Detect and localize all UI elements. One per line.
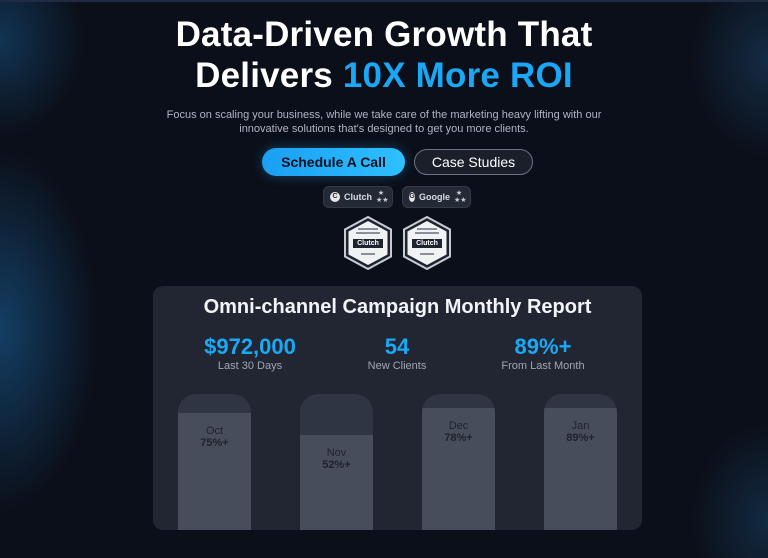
clutch-award-badge: Clutch <box>343 215 393 271</box>
headline-line-1: Data-Driven Growth That <box>175 15 593 54</box>
hero-subtitle: Focus on scaling your business, while we… <box>166 109 602 135</box>
bar-label: Nov 52%+ <box>300 447 373 471</box>
stat-caption: Last 30 Days <box>217 360 283 372</box>
headline-line-2-accent: 10X More ROI <box>342 56 573 95</box>
monthly-report-card: Omni-channel Campaign Monthly Report $97… <box>153 286 642 530</box>
case-studies-button[interactable]: Case Studies <box>414 149 533 175</box>
bar-fill <box>544 408 617 530</box>
bar-fill <box>178 413 251 530</box>
stat-growth: 89%+ From Last Month <box>468 334 618 373</box>
stars-icon: ★ ★★ <box>376 190 389 204</box>
headline-line-2-plain: Delivers <box>195 56 343 95</box>
stat-caption: From Last Month <box>501 360 585 372</box>
hexagon-badge-icon <box>403 215 451 271</box>
bar-fill <box>422 408 495 530</box>
stat-value: $972,000 <box>204 334 296 359</box>
bar-month: Oct <box>205 425 224 437</box>
clutch-rating-chip[interactable]: C Clutch ★ ★★ <box>323 186 393 208</box>
bar-oct: Oct 75%+ <box>178 394 251 530</box>
bar-percent: 78%+ <box>444 432 473 444</box>
bar-fill <box>300 435 373 530</box>
bar-percent: 89%+ <box>566 432 595 444</box>
stat-value: 89%+ <box>514 334 572 359</box>
google-rating-label: Google <box>419 192 450 202</box>
bar-month: Dec <box>448 420 469 432</box>
stat-value: 54 <box>384 334 410 359</box>
badge-brand: Clutch <box>357 240 379 247</box>
bar-label: Jan 89%+ <box>544 420 617 444</box>
bar-dec: Dec 78%+ <box>422 394 495 530</box>
bar-month: Jan <box>571 420 590 432</box>
bar-month: Nov <box>326 447 347 459</box>
badge-brand: Clutch <box>416 240 438 247</box>
schedule-call-button[interactable]: Schedule A Call <box>262 148 405 176</box>
bar-label: Oct 75%+ <box>178 425 251 449</box>
stat-revenue: $972,000 Last 30 Days <box>175 334 325 373</box>
google-logo-icon: G <box>409 192 415 202</box>
bar-percent: 52%+ <box>322 459 351 471</box>
report-title: Omni-channel Campaign Monthly Report <box>203 296 592 318</box>
bar-label: Dec 78%+ <box>422 420 495 444</box>
top-border <box>0 0 768 2</box>
clutch-logo-icon: C <box>330 192 340 202</box>
hexagon-badge-icon <box>344 215 392 271</box>
bar-nov: Nov 52%+ <box>300 394 373 530</box>
bar-percent: 75%+ <box>200 437 229 449</box>
stat-caption: New Clients <box>367 360 427 372</box>
stars-icon: ★ ★★ <box>454 190 467 204</box>
hero-headline: Data-Driven Growth That Delivers 10X Mor… <box>0 14 768 96</box>
bar-jan: Jan 89%+ <box>544 394 617 530</box>
clutch-rating-label: Clutch <box>344 192 372 202</box>
google-rating-chip[interactable]: G Google ★ ★★ <box>402 186 471 208</box>
clutch-award-badge: Clutch <box>402 215 452 271</box>
stat-new-clients: 54 New Clients <box>322 334 472 373</box>
